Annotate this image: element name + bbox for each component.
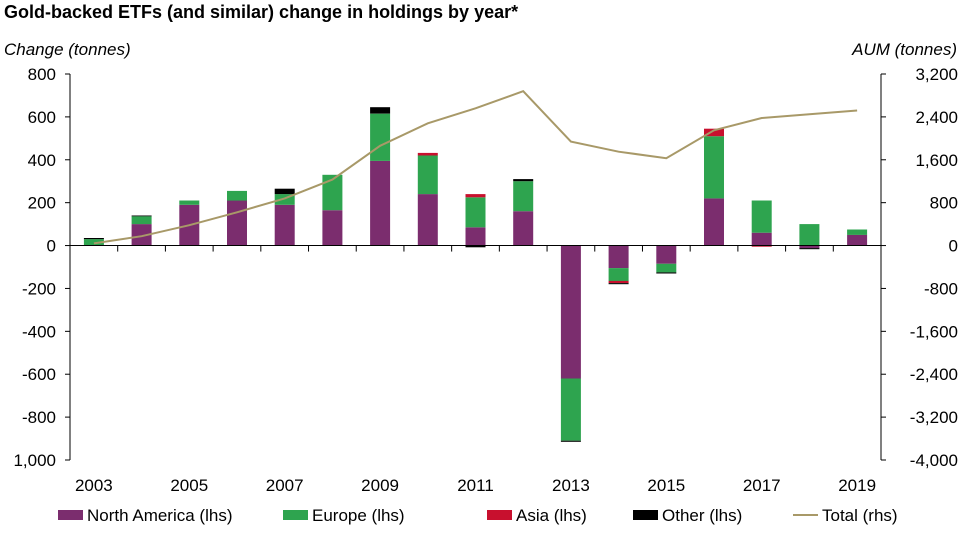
y-right-tick-label: 0 [949, 237, 958, 256]
y-left-tick-label: 0 [47, 237, 56, 256]
bar-europe-lhs-2013 [560, 378, 581, 441]
legend-label-north-america-lhs: North America (lhs) [87, 506, 232, 525]
bar-other-lhs-2013 [560, 440, 581, 442]
bar-other-lhs-2004 [131, 215, 152, 217]
bar-asia-lhs-2010 [417, 152, 438, 156]
bar-north-america-lhs-2006 [227, 200, 247, 246]
legend-label-total-rhs: Total (rhs) [822, 506, 898, 525]
bar-asia-lhs-2017 [751, 245, 772, 247]
x-tick-label-2019: 2019 [838, 476, 876, 495]
y-axis-left-title: Change (tonnes) [4, 40, 131, 59]
legend-swatch-europe-lhs [283, 510, 308, 520]
bar-north-america-lhs-2013 [560, 245, 581, 379]
bar-north-america-lhs-2011 [465, 227, 486, 246]
y-left-tick-label: 400 [28, 151, 56, 170]
y-right-tick-label: 3,200 [915, 65, 958, 84]
bar-north-america-lhs-2015 [656, 245, 677, 264]
x-tick-label-2013: 2013 [552, 476, 590, 495]
y-right-tick-label: -800 [924, 279, 958, 298]
bar-other-lhs-2003 [83, 238, 104, 240]
y-right-tick-label: 800 [930, 194, 958, 213]
bar-north-america-lhs-2009 [370, 160, 391, 246]
bar-europe-lhs-2005 [179, 200, 200, 205]
bar-north-america-lhs-2016 [704, 198, 724, 246]
bar-other-lhs-2014 [608, 283, 629, 285]
y-left-tick-label: -200 [22, 279, 56, 298]
bar-europe-lhs-2009 [370, 113, 391, 161]
y-left-tick-label: 1,000 [13, 451, 56, 470]
bar-asia-lhs-2011 [465, 194, 486, 198]
y-axis-right-title: AUM (tonnes) [852, 40, 957, 59]
chart-title: Gold-backed ETFs (and similar) change in… [4, 2, 519, 22]
bar-europe-lhs-2016 [704, 136, 724, 199]
legend-label-other-lhs: Other (lhs) [662, 506, 742, 525]
x-tick-label-2005: 2005 [170, 476, 208, 495]
x-tick-label-2011: 2011 [457, 476, 494, 495]
bar-north-america-lhs-2012 [513, 211, 534, 246]
bar-europe-lhs-2019 [847, 229, 868, 235]
y-left-tick-label: -600 [22, 365, 56, 384]
x-tick-label-2015: 2015 [647, 476, 685, 495]
bar-north-america-lhs-2017 [751, 232, 772, 246]
legend-swatch-asia-lhs [487, 510, 512, 520]
bar-europe-lhs-2018 [799, 224, 820, 246]
bar-other-lhs-2018 [799, 248, 820, 250]
bar-other-lhs-2009 [370, 107, 391, 114]
bar-europe-lhs-2007 [274, 194, 295, 205]
bar-europe-lhs-2011 [465, 197, 486, 228]
y-right-tick-label: 1,600 [915, 151, 958, 170]
bar-north-america-lhs-2008 [322, 210, 343, 246]
bar-asia-lhs-2014 [608, 280, 629, 283]
bar-north-america-lhs-2018 [799, 245, 820, 249]
bar-other-lhs-2007 [274, 188, 295, 195]
x-tick-label-2003: 2003 [75, 476, 113, 495]
legend-swatch-other-lhs [633, 510, 658, 520]
y-right-tick-label: -3,200 [910, 408, 958, 427]
bar-europe-lhs-2012 [513, 181, 534, 212]
bar-other-lhs-2012 [513, 179, 534, 182]
y-left-tick-label: 600 [28, 108, 56, 127]
y-left-tick-label: -400 [22, 322, 56, 341]
y-left-tick-label: -800 [22, 408, 56, 427]
bar-north-america-lhs-2014 [608, 245, 629, 269]
y-right-tick-label: -4,000 [910, 451, 958, 470]
bar-europe-lhs-2006 [227, 190, 247, 201]
x-tick-label-2009: 2009 [361, 476, 399, 495]
bar-europe-lhs-2014 [608, 268, 629, 281]
bar-europe-lhs-2003 [83, 239, 104, 246]
bar-asia-lhs-2016 [704, 128, 724, 137]
bar-other-lhs-2015 [656, 272, 677, 274]
bar-europe-lhs-2015 [656, 263, 677, 273]
y-right-tick-label: -2,400 [910, 365, 958, 384]
y-right-tick-label: -1,600 [910, 322, 958, 341]
y-left-tick-label: 800 [28, 65, 56, 84]
legend-label-europe-lhs: Europe (lhs) [312, 506, 405, 525]
bar-europe-lhs-2010 [417, 155, 438, 195]
bar-north-america-lhs-2019 [847, 234, 868, 246]
bar-europe-lhs-2008 [322, 174, 343, 211]
bar-europe-lhs-2004 [131, 216, 152, 225]
bar-north-america-lhs-2007 [274, 204, 295, 246]
x-tick-label-2007: 2007 [266, 476, 304, 495]
bar-north-america-lhs-2004 [131, 224, 152, 246]
bar-other-lhs-2011 [465, 245, 486, 248]
x-tick-label-2017: 2017 [743, 476, 781, 495]
legend-label-asia-lhs: Asia (lhs) [516, 506, 587, 525]
legend-swatch-north-america-lhs [58, 510, 83, 520]
y-left-tick-label: 200 [28, 194, 56, 213]
bar-north-america-lhs-2010 [417, 194, 438, 246]
y-right-tick-label: 2,400 [915, 108, 958, 127]
bar-europe-lhs-2017 [751, 200, 772, 233]
